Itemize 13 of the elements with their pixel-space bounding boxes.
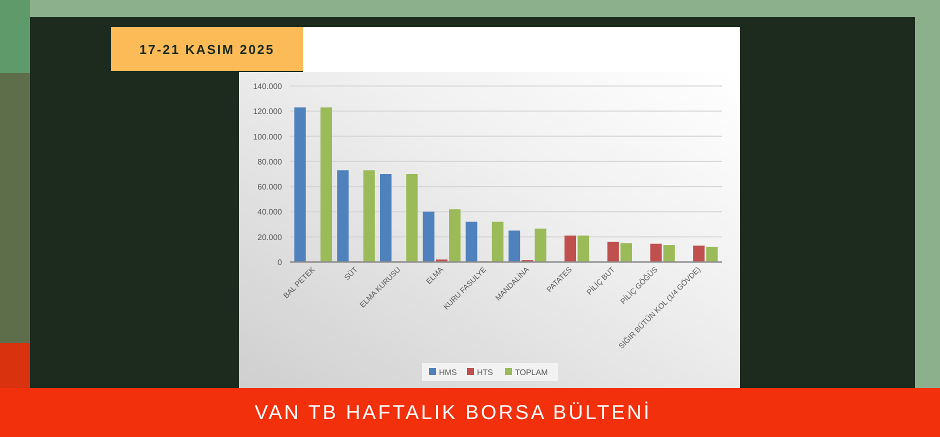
y-tick-label: 0 [278, 258, 283, 267]
y-tick-label: 20.000 [258, 232, 283, 242]
y-tick-label: 140.000 [253, 82, 283, 91]
legend-label: HMS [439, 368, 457, 377]
text: VAN TB HAFTALIK BORSA BÜLTENİ [254, 401, 652, 424]
legend-label: TOPLAM [515, 368, 548, 377]
y-tick-label: 100.000 [253, 132, 283, 142]
y-tick-label: 80.000 [258, 157, 283, 166]
y-tick-label: 120.000 [253, 107, 283, 116]
y-tick-label: 40.000 [258, 208, 283, 217]
y-tick-label: 60.000 [258, 182, 283, 192]
chart-subtitle: 17-21 KASIM 2025 [139, 42, 275, 57]
legend-label: HTS [477, 368, 493, 377]
